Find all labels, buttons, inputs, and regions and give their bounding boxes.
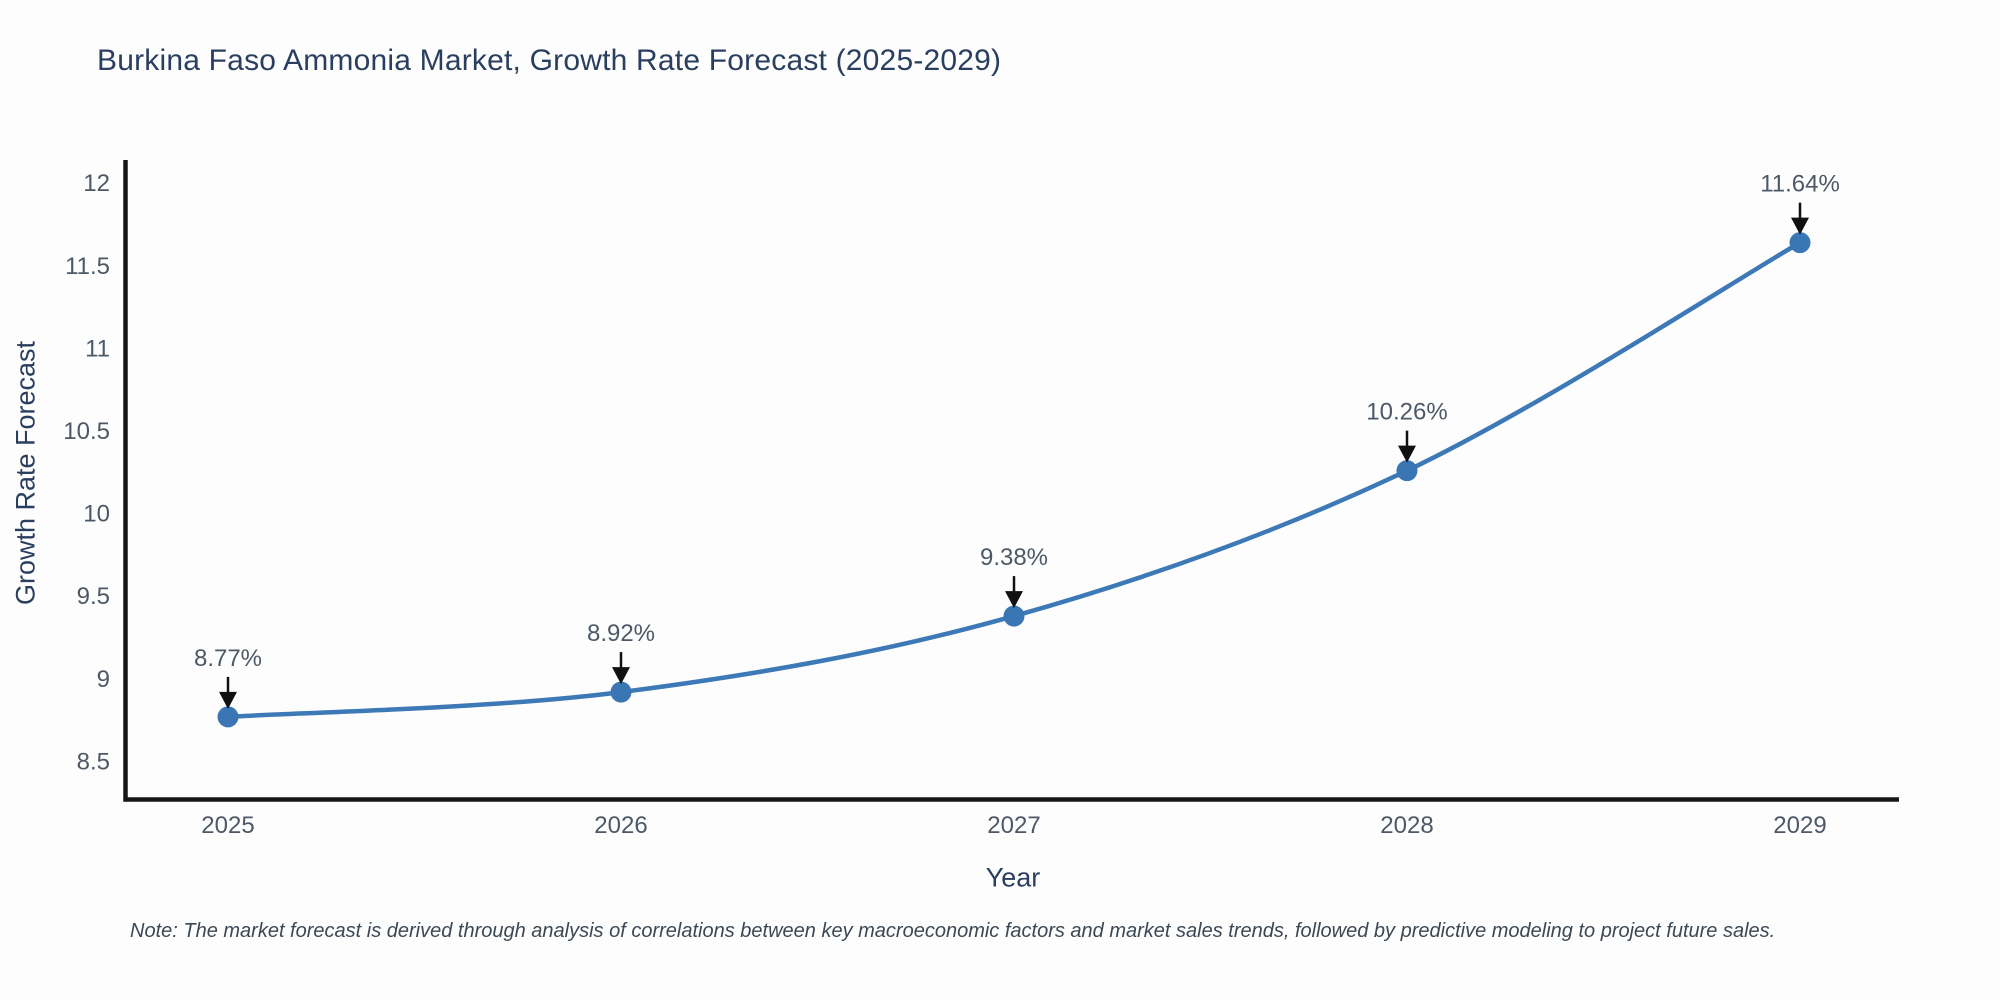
y-tick-label: 12 — [83, 170, 110, 197]
annotation-label: 11.64% — [1760, 171, 1840, 198]
trend-line — [225, 240, 1803, 720]
data-point-marker — [1396, 460, 1418, 482]
x-tick-label: 2027 — [987, 812, 1040, 839]
data-point-marker — [610, 681, 632, 703]
annotation-label: 10.26% — [1366, 399, 1447, 426]
y-tick-label: 9 — [97, 666, 110, 693]
x-tick-label: 2029 — [1773, 812, 1826, 839]
y-tick-label: 11.5 — [65, 253, 110, 280]
chart-title: Burkina Faso Ammonia Market, Growth Rate… — [97, 44, 1002, 77]
y-tick-label: 10 — [83, 501, 110, 528]
x-axis-title: Year — [985, 862, 1041, 893]
x-tick-label: 2026 — [594, 812, 647, 839]
y-tick-label: 10.5 — [63, 418, 110, 445]
data-point-marker — [1789, 232, 1811, 254]
axis-spine — [123, 160, 1899, 802]
data-point-marker — [1003, 605, 1025, 627]
annotation-arrow-head — [1005, 591, 1023, 609]
y-axis-title: Growth Rate Forecast — [10, 340, 41, 606]
y-tick-label: 8.5 — [77, 748, 110, 775]
annotation-arrow-head — [612, 667, 630, 685]
chart-note: Note: The market forecast is derived thr… — [130, 920, 1776, 942]
annotation-label: 8.77% — [194, 645, 262, 672]
annotation-label: 9.38% — [980, 544, 1048, 571]
annotation-label: 8.92% — [587, 620, 655, 647]
data-point-marker — [217, 706, 239, 728]
x-tick-label: 2025 — [201, 812, 254, 839]
annotation-arrow-head — [1791, 217, 1809, 235]
annotation-arrow-head — [1398, 445, 1416, 463]
annotation-arrow-head — [219, 691, 237, 709]
y-tick-label: 9.5 — [77, 583, 110, 610]
x-tick-label: 2028 — [1380, 812, 1433, 839]
y-tick-label: 11 — [85, 335, 110, 362]
